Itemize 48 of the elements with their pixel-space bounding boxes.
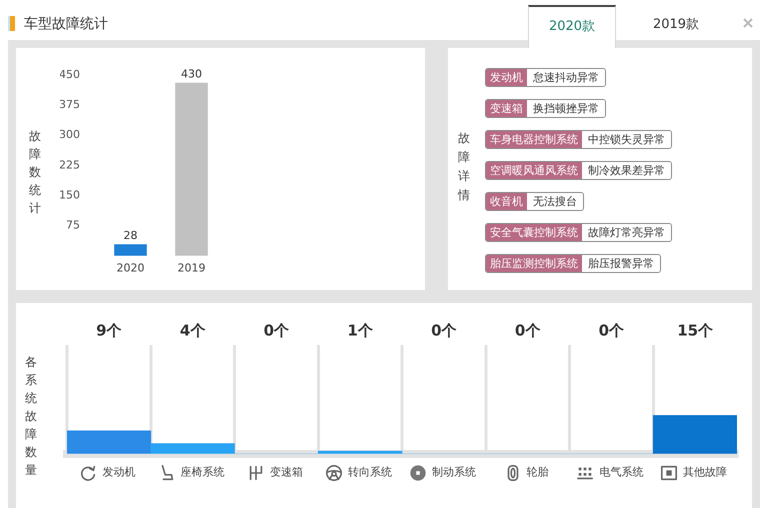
text: 胎压报警异常 xyxy=(582,255,660,272)
text: 2019款 xyxy=(652,16,700,34)
category-label: 空调暖风通风系统 xyxy=(486,162,582,179)
text: 故障详情 xyxy=(457,130,471,204)
y-tick-label: 150 xyxy=(59,188,80,202)
text: 中控锁失灵异常 xyxy=(582,131,671,148)
x-tick-label: 座椅系统 xyxy=(180,465,225,478)
bar xyxy=(150,443,235,454)
data-label: 9个 xyxy=(96,321,123,340)
category-label: 变速箱 xyxy=(486,100,527,117)
y-tick-label: 75 xyxy=(66,218,80,232)
text: 无法搜台 xyxy=(527,193,583,210)
data-label: 1个 xyxy=(347,321,374,340)
text: 换挡顿挫异常 xyxy=(527,100,605,117)
bar xyxy=(652,415,737,454)
category-label: 发动机 xyxy=(486,69,527,86)
category-label: 车身电器控制系统 xyxy=(486,131,582,148)
bar xyxy=(67,430,152,454)
y-tick-label: 300 xyxy=(59,128,80,142)
x-tick-label: 发动机 xyxy=(102,465,136,478)
y-tick-label: 375 xyxy=(59,98,80,111)
x-tick-label: 其他故障 xyxy=(683,465,728,478)
x-tick-label: 制动系统 xyxy=(432,465,476,478)
text: 怠速抖动异常 xyxy=(527,69,605,86)
text: 制冷效果差异常 xyxy=(582,162,671,179)
x-tick-label: 电气系统 xyxy=(599,465,644,478)
y-tick-label: 225 xyxy=(59,158,80,172)
x-tick-label: 轮胎 xyxy=(526,465,549,478)
x-tick-label: 变速箱 xyxy=(270,465,303,478)
data-label: 0个 xyxy=(598,321,626,340)
data-label: 15个 xyxy=(677,321,714,340)
data-label: 430 xyxy=(181,67,202,80)
category-label: 胎压监测控制系统 xyxy=(486,255,582,272)
text: 2020款 xyxy=(528,5,616,48)
text: 故障灯常亮异常 xyxy=(582,224,671,241)
data-label: 0个 xyxy=(514,321,542,340)
chart-title: 车型故障统计 xyxy=(24,15,108,33)
y-axis-title: 故障数统计 xyxy=(28,128,42,217)
category-label: 安全气囊控制系统 xyxy=(486,224,582,241)
y-axis-title: 各系统故障数量 xyxy=(24,354,38,479)
x-tick-label: 2019 xyxy=(178,261,206,274)
category-label: 收音机 xyxy=(486,193,527,210)
data-label: 4个 xyxy=(180,321,206,340)
data-label: 28 xyxy=(124,228,138,242)
data-label: 0个 xyxy=(431,321,458,340)
data-label: 0个 xyxy=(264,321,290,340)
x-tick-label: 2020 xyxy=(116,261,144,274)
x-tick-label: 转向系统 xyxy=(348,465,392,478)
